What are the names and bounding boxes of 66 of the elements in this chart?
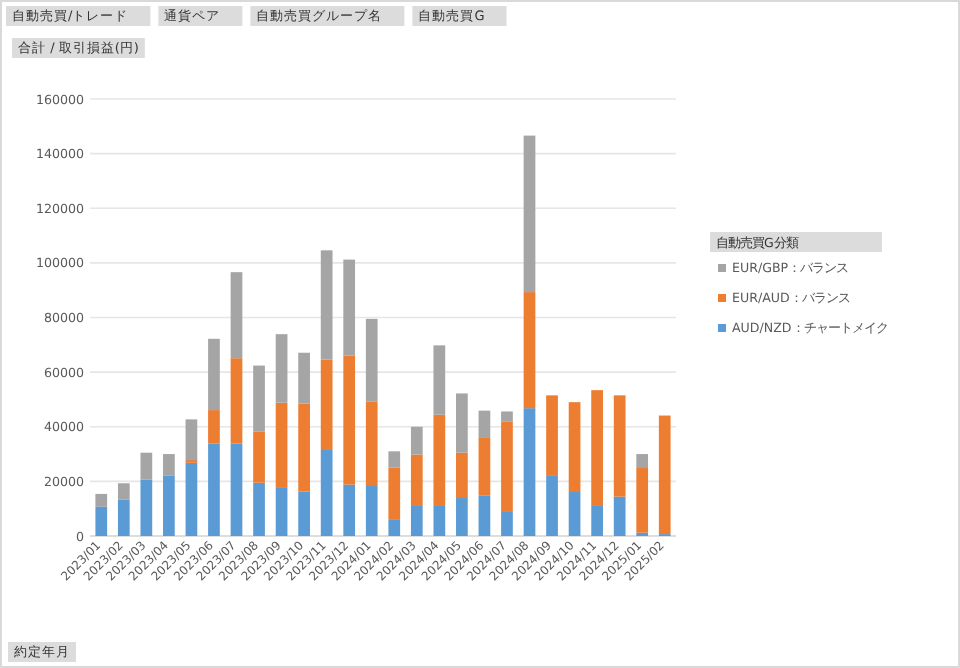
bar [433, 345, 446, 415]
bar [591, 390, 603, 506]
bar [568, 402, 581, 493]
bar [343, 355, 356, 485]
bar [523, 292, 536, 409]
bar [388, 519, 401, 536]
bar [636, 467, 649, 533]
bar [208, 443, 220, 536]
bar [523, 135, 536, 293]
bar [253, 365, 265, 432]
bar [320, 250, 333, 360]
bar [478, 410, 491, 438]
bar [208, 410, 220, 444]
bar [275, 402, 288, 488]
bar [410, 505, 423, 536]
bar [613, 496, 626, 536]
bar [117, 483, 130, 500]
bar [591, 505, 603, 536]
bar [275, 487, 288, 536]
bar [658, 415, 671, 535]
bar [613, 395, 626, 497]
bar [208, 338, 220, 411]
bar [95, 506, 108, 536]
bar [501, 511, 513, 536]
bar [320, 449, 333, 536]
bar [253, 482, 265, 536]
bar [275, 334, 288, 403]
bar [365, 486, 378, 536]
bar [185, 419, 198, 461]
bar [478, 495, 491, 536]
bar [636, 454, 649, 468]
bar [253, 431, 265, 483]
bar [230, 272, 243, 359]
bar [546, 395, 558, 476]
bar [140, 479, 153, 536]
bar [388, 467, 401, 520]
bar [343, 259, 356, 356]
bar [163, 454, 175, 476]
bar [410, 454, 423, 506]
bar [523, 408, 536, 536]
bar [433, 414, 446, 506]
bar [501, 411, 513, 422]
bar [230, 358, 243, 444]
bar [117, 499, 130, 536]
bar [343, 484, 356, 536]
bar [140, 452, 153, 480]
bar [456, 393, 468, 453]
bar [456, 498, 468, 536]
bar [568, 492, 581, 536]
bar [433, 505, 446, 536]
bar [230, 443, 243, 536]
bar [298, 352, 310, 404]
bar [388, 451, 401, 468]
bar [546, 475, 558, 536]
bar [410, 426, 423, 455]
bar [320, 359, 333, 450]
bar [185, 462, 198, 536]
bar [365, 318, 378, 402]
bar [478, 437, 491, 496]
bar [163, 475, 175, 536]
bar [365, 401, 378, 487]
bar [95, 493, 108, 507]
bar [501, 421, 513, 512]
bar [298, 403, 310, 492]
bar [298, 491, 310, 536]
bar [456, 452, 468, 499]
